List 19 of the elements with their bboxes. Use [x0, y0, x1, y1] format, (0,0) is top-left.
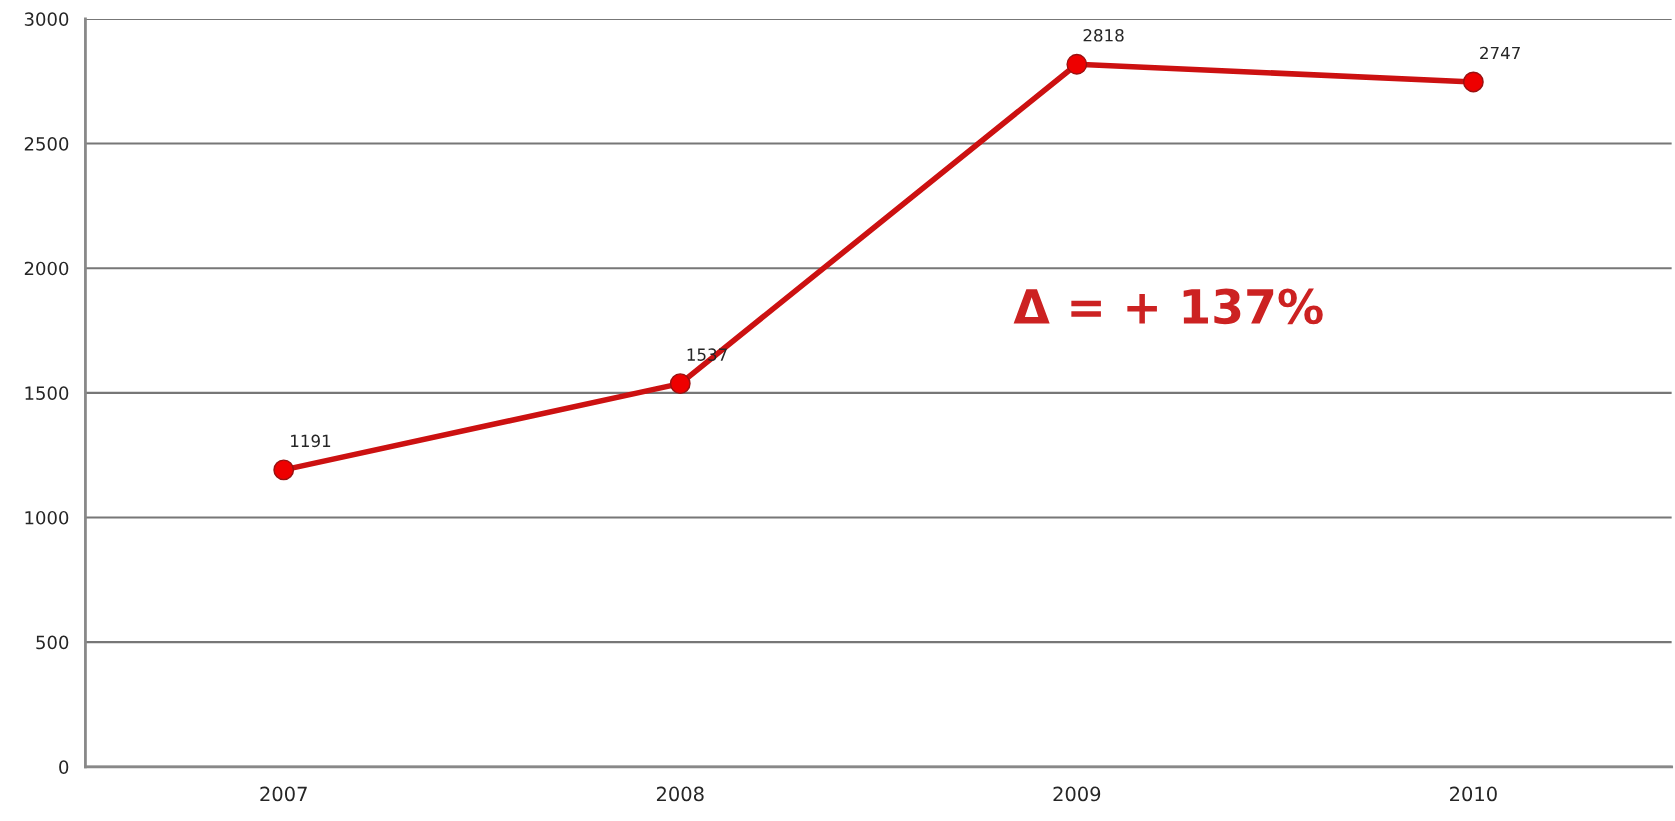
y-tick-label: 3000 [24, 12, 69, 26]
y-tick-label: 1500 [25, 386, 69, 400]
y-tick-label: 2500 [24, 137, 69, 151]
y-tick-label: 2000 [24, 261, 69, 276]
y-tick-label: 0 [59, 760, 69, 774]
y-tick-label: 500 [36, 635, 69, 650]
annotation: Δ = + 137% [1013, 288, 1323, 325]
y-tick-label: 1000 [25, 510, 69, 525]
data-label: 2747 [1480, 46, 1520, 60]
x-tick-label: 2008 [656, 786, 704, 802]
x-tick-label: 2007 [260, 786, 307, 802]
x-tick-label: 2009 [1053, 786, 1101, 802]
point [273, 459, 295, 481]
point [1462, 71, 1484, 93]
x-tick-label: 2010 [1450, 786, 1497, 802]
point [669, 373, 691, 395]
data-label: 2818 [1083, 28, 1124, 42]
point [1066, 53, 1088, 75]
data-label: 1191 [291, 434, 331, 448]
